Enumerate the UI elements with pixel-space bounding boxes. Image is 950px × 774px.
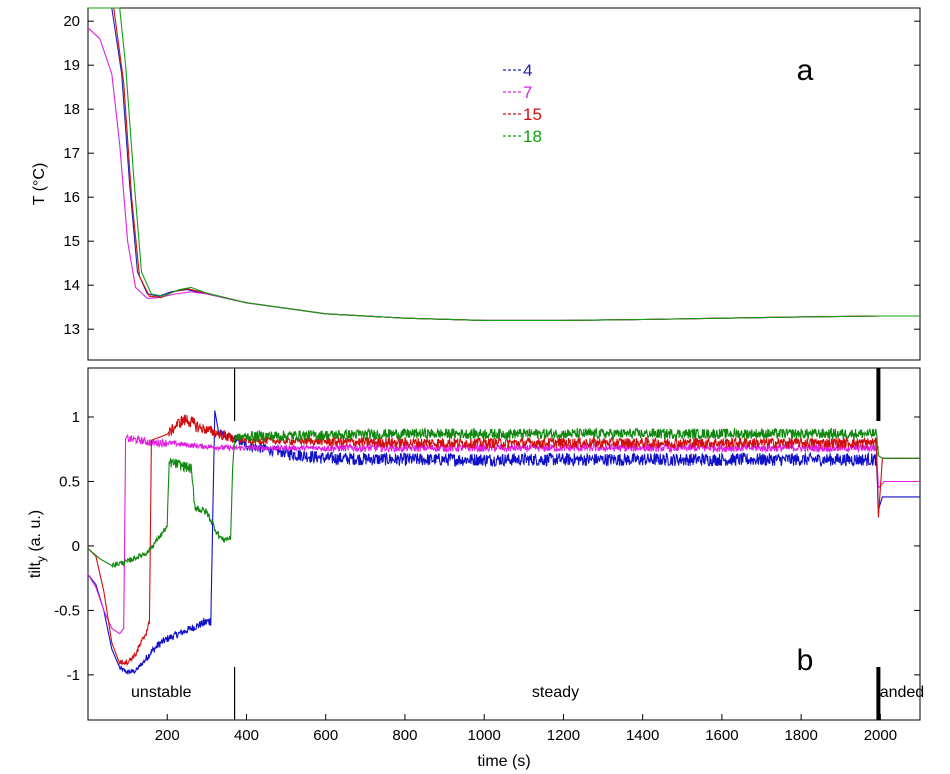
x-tick-label: 1400: [626, 727, 659, 744]
x-tick-label: 400: [234, 727, 259, 744]
panel-b-series: [87, 410, 920, 675]
panel-b-tilt: -1 -0.5 0 0.5 1 200 400 600 800 1000 1200 1400 1600…: [27, 367, 924, 770]
panel-b-region-markers: unstable steady landed: [131, 368, 924, 720]
series-line-18: [87, 426, 920, 569]
y-tick-label: 1: [72, 409, 80, 426]
x-tick-label: 1800: [784, 727, 817, 744]
panel-b-x-axis-label: time (s): [477, 753, 530, 770]
panel-b-y-axis-label: tilty (a. u.): [27, 510, 48, 578]
y-tick-label: -0.5: [54, 602, 80, 619]
series-line-18: [88, 7, 920, 321]
x-tick-label: 200: [155, 727, 180, 744]
y-tick-label: 0.5: [59, 473, 80, 490]
x-tick-label: 2000: [864, 727, 897, 744]
y-tick-label: 20: [63, 13, 80, 30]
panel-a-y-axis-label: T (°C): [31, 163, 48, 206]
tilt-label-main: tilt: [27, 562, 44, 579]
region-label-steady: steady: [532, 684, 579, 701]
y-tick-label: 16: [63, 189, 80, 206]
x-tick-label: 1000: [468, 727, 501, 744]
panel-b-frame: [87, 367, 921, 721]
y-tick-label: 14: [63, 277, 80, 294]
tilt-label-suffix: (a. u.): [27, 510, 44, 556]
legend-entry-4: 4: [523, 61, 532, 80]
legend-entry-7: 7: [523, 83, 532, 102]
y-tick-label: -1: [67, 667, 80, 684]
y-tick-label: 17: [63, 145, 80, 162]
panel-a-legend: 4 7 15 18: [503, 61, 542, 146]
panel-a-y-ticks: 13 14 15 16 17 18 19 20: [63, 13, 920, 338]
region-label-unstable: unstable: [131, 684, 192, 701]
x-tick-label: 800: [392, 727, 417, 744]
panel-b-y-ticks: -1 -0.5 0 0.5 1: [54, 409, 920, 684]
y-tick-label: 13: [63, 321, 80, 338]
y-tick-label: 19: [63, 57, 80, 74]
x-tick-label: 1600: [705, 727, 738, 744]
legend-entry-18: 18: [523, 127, 542, 146]
region-label-landed: landed: [876, 684, 924, 701]
panel-a-series: [87, 7, 920, 321]
panel-a-frame: [87, 7, 921, 361]
y-tick-label: 0: [72, 538, 80, 555]
x-tick-label: 600: [313, 727, 338, 744]
legend-entry-15: 15: [523, 105, 542, 124]
x-tick-label: 1200: [547, 727, 580, 744]
panel-b-letter: b: [797, 644, 814, 677]
y-tick-label: 15: [63, 233, 80, 250]
y-tick-label: 18: [63, 101, 80, 118]
tilt-label-sub: y: [34, 556, 48, 562]
series-line-4: [87, 410, 920, 675]
panel-b-x-ticks: 200 400 600 800 1000 1200 1400 1600 1800 2000: [155, 714, 897, 744]
panel-a-temperature: 13 14 15 16 17 18 19 20 T (°C) a 4 7 15 18: [31, 7, 921, 361]
panel-a-letter: a: [797, 54, 814, 87]
